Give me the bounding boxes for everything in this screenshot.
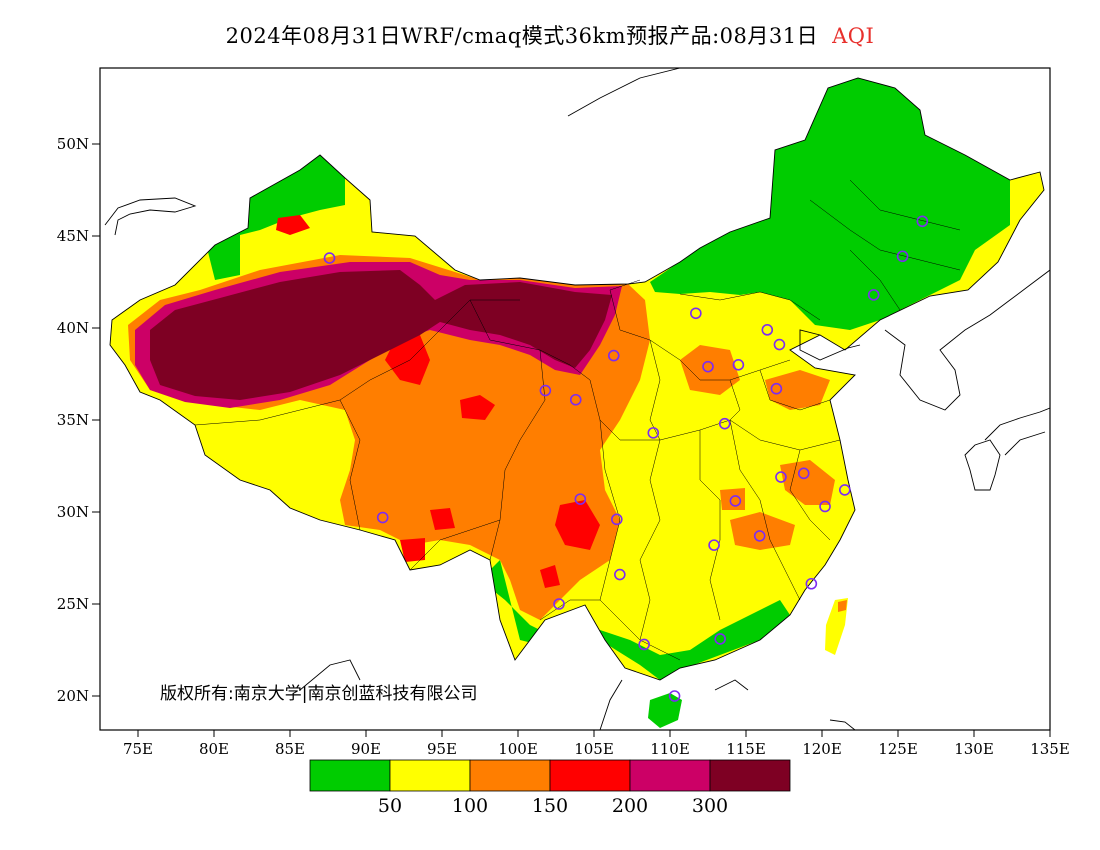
station-marker: [647, 427, 660, 439]
region-hazardous: [150, 270, 612, 400]
island-taiwan: [825, 598, 848, 655]
legend-swatch: [389, 759, 471, 792]
region-unhealthy-sichuan: [555, 500, 600, 550]
station-marker: [569, 393, 582, 406]
lon-tick-label: 125E: [878, 740, 918, 758]
station-marker: [607, 349, 620, 362]
region-unhealthy-xj-n: [276, 215, 310, 235]
latitude-axis: 50N 45N 40N 35N 30N 25N 20N: [57, 135, 100, 705]
station-marker: [702, 360, 714, 373]
region-unhealthy-tibet-s: [400, 538, 425, 562]
station-marker: [838, 484, 851, 496]
station-marker: [761, 324, 774, 336]
title-main: 2024年08月31日WRF/cmaq模式36km预报产品:08月31日: [225, 24, 819, 48]
legend-label: 50: [378, 795, 402, 817]
station-marker: [714, 633, 726, 645]
lat-tick-label: 25N: [57, 595, 89, 613]
station-marker: [610, 513, 623, 526]
lon-tick-label: 80E: [199, 740, 229, 758]
lon-tick-label: 100E: [498, 740, 538, 758]
legend-label: 300: [692, 795, 728, 817]
station-marker: [668, 690, 681, 702]
region-usg-hubei: [720, 488, 745, 510]
legend-label: 100: [452, 795, 488, 817]
station-marker: [867, 289, 880, 301]
lon-tick-label: 120E: [802, 740, 842, 758]
station-marker: [896, 250, 909, 263]
legend-label: 150: [532, 795, 568, 817]
station-marker: [323, 252, 336, 264]
station-marker: [916, 215, 929, 228]
legend-label: 200: [612, 795, 648, 817]
lon-tick-label: 85E: [275, 740, 305, 758]
lat-tick-label: 40N: [57, 319, 89, 337]
lat-tick-label: 35N: [57, 411, 89, 429]
lat-tick-label: 30N: [57, 503, 89, 521]
station-marker: [690, 307, 702, 320]
country-outline: [109, 77, 1045, 681]
station-marker: [797, 467, 810, 480]
station-marker: [553, 598, 565, 610]
taiwan-usg-spot: [838, 600, 847, 612]
station-marker: [770, 382, 783, 395]
region-usg-shandong: [765, 370, 830, 410]
station-marker: [773, 338, 786, 351]
neighbor-coastlines: [104, 68, 1050, 730]
station-marker: [819, 500, 831, 513]
lon-tick-label: 105E: [574, 740, 614, 758]
lon-tick-label: 115E: [726, 740, 766, 758]
island-hainan: [648, 693, 682, 728]
region-unhealthy-qinghai-n: [385, 335, 430, 385]
aqi-legend: 50 100 150 200 300: [309, 759, 791, 817]
station-marker: [718, 417, 731, 430]
region-good-northeast: [650, 78, 1010, 330]
lat-tick-label: 50N: [57, 135, 89, 153]
station-marker: [708, 539, 720, 551]
lon-tick-label: 130E: [954, 740, 994, 758]
region-unhealthy-tibet-e: [430, 508, 455, 530]
lon-tick-label: 110E: [650, 740, 690, 758]
station-marker: [638, 638, 650, 651]
legend-swatch: [709, 759, 791, 792]
lat-tick-label: 20N: [57, 687, 89, 705]
lon-tick-label: 90E: [351, 740, 381, 758]
station-markers: [323, 215, 929, 702]
station-marker: [732, 358, 745, 371]
station-marker: [574, 493, 587, 505]
station-marker: [729, 495, 742, 507]
legend-swatch: [469, 759, 551, 792]
copyright-text: 版权所有:南京大学|南京创蓝科技有限公司: [160, 684, 478, 704]
province-boundaries: [194, 179, 961, 661]
legend-swatch: [549, 759, 631, 792]
lon-tick-label: 135E: [1030, 740, 1070, 758]
region-unhealthy-yunnan: [540, 565, 560, 588]
lat-tick-label: 45N: [57, 227, 89, 245]
region-unhealthy-qinghai: [460, 395, 495, 420]
legend-swatch: [309, 759, 391, 792]
legend-swatch: [629, 759, 711, 792]
station-marker: [376, 511, 389, 524]
station-marker: [614, 568, 626, 581]
station-marker: [775, 471, 787, 483]
region-usg-north-china: [680, 345, 740, 395]
region-good-south: [480, 560, 790, 680]
station-marker: [805, 577, 818, 590]
longitude-axis: 75E 80E 85E 90E 95E 100E 105E 110E 115E 120E 125E 1…: [123, 730, 1070, 758]
lon-tick-label: 75E: [123, 740, 153, 758]
lon-tick-label: 95E: [427, 740, 457, 758]
region-usg-jiangsu: [780, 460, 835, 505]
map-title: 2024年08月31日WRF/cmaq模式36km预报产品:08月31日 AQI: [0, 20, 1100, 50]
station-marker: [753, 530, 766, 542]
title-variable: AQI: [832, 24, 875, 48]
station-marker: [539, 384, 552, 397]
